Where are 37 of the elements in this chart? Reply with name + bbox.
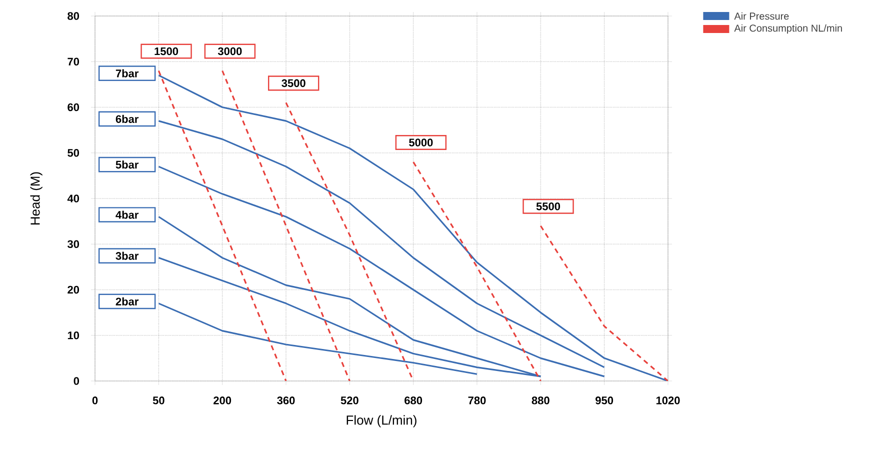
line-series <box>158 74 668 381</box>
y-tick-label: 60 <box>68 103 80 112</box>
series-label: 5000 <box>409 138 433 146</box>
y-tick-label: 70 <box>68 58 80 66</box>
x-tick-label: 880 <box>532 396 550 404</box>
series-label: 3bar <box>116 252 139 260</box>
y-tick-label: 50 <box>68 148 80 157</box>
y-tick-label: 20 <box>68 286 80 294</box>
x-tick-label: 0 <box>92 396 98 404</box>
text: Air Pressure <box>734 12 789 20</box>
y-tick-label: 30 <box>67 240 80 248</box>
series-label: 3500 <box>282 79 306 88</box>
line-series <box>158 302 478 375</box>
line-series <box>158 120 606 368</box>
series-label: 7bar <box>116 69 139 78</box>
series-label: 5500 <box>536 202 560 210</box>
x-tick-label: 950 <box>596 396 614 404</box>
y-tick-label: 0 <box>74 377 80 385</box>
x-tick-label: 50 <box>152 396 164 404</box>
series-label: 4bar <box>116 210 139 219</box>
x-tick-label: 520 <box>340 396 358 404</box>
series-label: 1500 <box>154 47 178 56</box>
series-label: 2bar <box>116 297 139 306</box>
y-tick-label: 40 <box>67 194 80 202</box>
y-tick-label: 80 <box>68 12 80 20</box>
x-tick-label: 680 <box>404 396 422 404</box>
x-tick-label: 1020 <box>656 396 680 404</box>
series-label: 5bar <box>116 160 139 169</box>
series-label: 3000 <box>218 47 242 56</box>
y-tick-label: 10 <box>68 331 80 340</box>
x-tick-label: 200 <box>214 396 232 404</box>
x-tick-label: 360 <box>277 396 295 404</box>
x-axis-title: Flow (L/min) <box>346 415 416 428</box>
series-label: 6bar <box>116 114 139 123</box>
x-tick-label: 780 <box>468 396 486 404</box>
y-axis-title: Head (M) <box>30 172 42 225</box>
text: Air Consumption NL/min <box>734 24 842 34</box>
